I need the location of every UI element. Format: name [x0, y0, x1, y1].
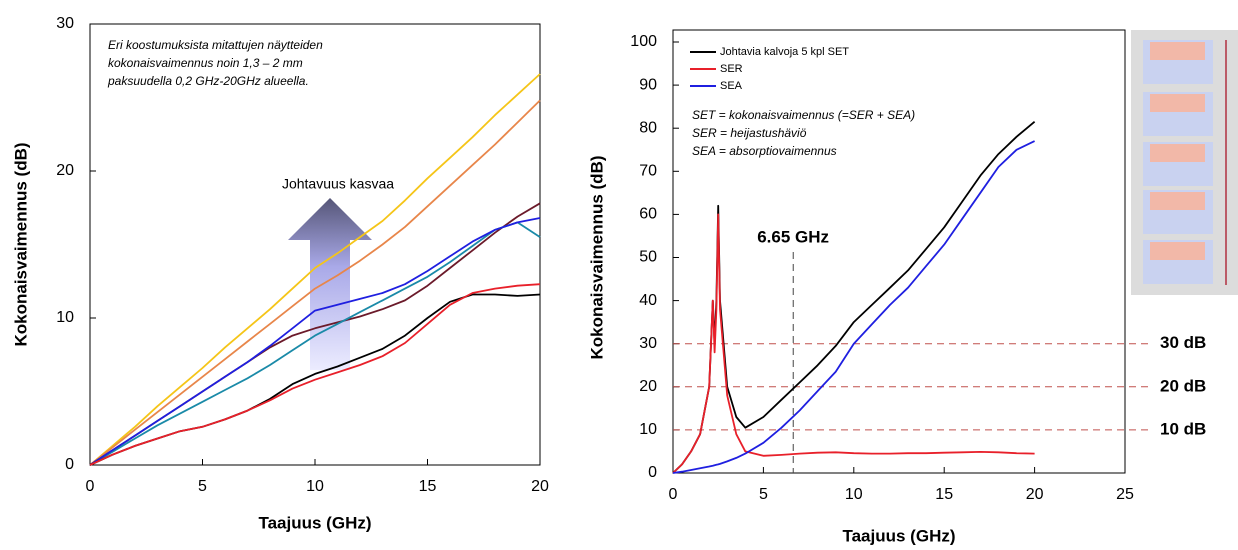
y-tick-label: 70 [639, 163, 657, 180]
y-tick-label: 60 [639, 206, 657, 223]
legend-label: SEA [720, 80, 743, 92]
y-tick-label: 0 [648, 464, 657, 481]
annotation: Eri koostumuksista mitattujen näytteiden [108, 38, 323, 52]
y-tick-label: 0 [65, 456, 74, 473]
legend-label: SER [720, 63, 743, 75]
y-tick-label: 20 [56, 162, 74, 179]
x-axis-label: Taajuus (GHz) [842, 526, 955, 545]
x-tick-label: 15 [935, 486, 953, 503]
x-tick-label: 0 [86, 478, 95, 495]
y-tick-label: 80 [639, 119, 657, 136]
annotation: kokonaisvaimennus noin 1,3 – 2 mm [108, 56, 303, 70]
x-tick-label: 5 [759, 486, 768, 503]
y-tick-label: 20 [639, 378, 657, 395]
x-tick-label: 0 [669, 486, 678, 503]
y-tick-label: 30 [639, 335, 657, 352]
x-tick-label: 5 [198, 478, 207, 495]
y-axis-label: Kokonaisvaimennus (dB) [11, 142, 30, 346]
x-axis-label: Taajuus (GHz) [258, 513, 371, 532]
series-line [672, 213, 1035, 474]
x-tick-label: 15 [419, 478, 437, 495]
series-line [89, 73, 541, 466]
x-tick-label: 20 [531, 478, 549, 495]
y-tick-label: 10 [56, 309, 74, 326]
series-line [89, 221, 541, 466]
series-line [672, 140, 1035, 474]
reference-label: 30 dB [1160, 333, 1206, 352]
reference-label: 10 dB [1160, 419, 1206, 438]
series-line [89, 99, 541, 466]
y-axis-label: Kokonaisvaimennus (dB) [587, 155, 606, 359]
y-tick-label: 10 [639, 421, 657, 438]
series-line [89, 217, 541, 466]
x-tick-label: 10 [845, 486, 863, 503]
arrow [288, 198, 372, 370]
reference-label: 6.65 GHz [757, 227, 829, 246]
y-tick-label: 30 [56, 15, 74, 32]
series-line [89, 283, 541, 466]
reference-label: 20 dB [1160, 376, 1206, 395]
annotation: SER = heijastushäviö [692, 126, 807, 140]
x-tick-label: 25 [1116, 486, 1134, 503]
annotation: SEA = absorptiovaimennus [692, 144, 837, 158]
annotation: SET = kokonaisvaimennus (=SER + SEA) [692, 108, 915, 122]
y-tick-label: 50 [639, 249, 657, 266]
y-tick-label: 40 [639, 292, 657, 309]
x-tick-label: 20 [1026, 486, 1044, 503]
y-tick-label: 100 [630, 33, 657, 50]
series-line [672, 121, 1036, 474]
arrow-label: Johtavuus kasvaa [282, 176, 394, 192]
x-tick-label: 10 [306, 478, 324, 495]
annotation: paksuudella 0,2 GHz-20GHz alueella. [107, 74, 309, 88]
legend-label: Johtavia kalvoja 5 kpl SET [720, 46, 849, 58]
plot-frame [672, 29, 1126, 474]
y-tick-label: 90 [639, 76, 657, 93]
circuit-image [1131, 30, 1238, 295]
